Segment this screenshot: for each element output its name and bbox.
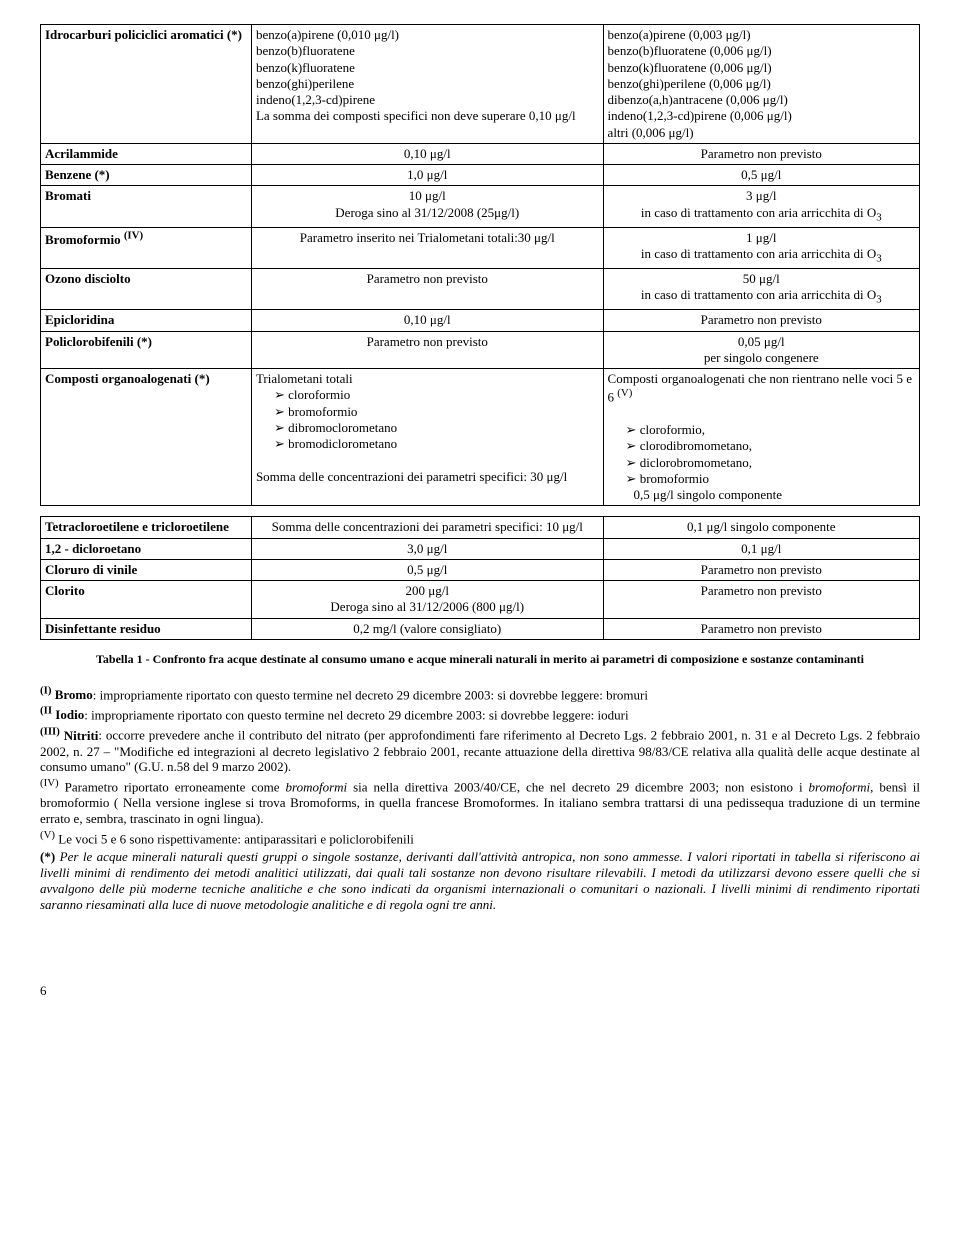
- table-caption: Tabella 1 - Confronto fra acque destinat…: [40, 652, 920, 667]
- table-cell: 1 μg/lin caso di trattamento con aria ar…: [603, 227, 919, 268]
- footnote-text: (I) Bromo: impropriamente riportato con …: [40, 685, 920, 703]
- table-cell: 0,2 mg/l (valore consigliato): [251, 618, 603, 639]
- table-cell: Parametro non previsto: [603, 581, 919, 619]
- table-cell: Idrocarburi policiclici aromatici (*): [41, 25, 252, 144]
- table-cell: benzo(a)pirene (0,010 μg/l)benzo(b)fluor…: [251, 25, 603, 144]
- table-cell: Acrilammide: [41, 143, 252, 164]
- table-cell: Trialometani totalicloroformiobromoformi…: [251, 369, 603, 506]
- table-cell: Composti organoalogenati che non rientra…: [603, 369, 919, 506]
- table-cell: Disinfettante residuo: [41, 618, 252, 639]
- table-cell: 3 μg/lin caso di trattamento con aria ar…: [603, 186, 919, 227]
- table-cell: Tetracloroetilene e tricloroetilene: [41, 517, 252, 538]
- table-cell: 50 μg/lin caso di trattamento con aria a…: [603, 269, 919, 310]
- table-cell: Benzene (*): [41, 165, 252, 186]
- table-cell: 0,1 μg/l: [603, 538, 919, 559]
- table-cell: Ozono disciolto: [41, 269, 252, 310]
- table-cell: 0,5 μg/l: [251, 559, 603, 580]
- table-cell: Parametro non previsto: [251, 269, 603, 310]
- table-cell: Bromoformio (IV): [41, 227, 252, 268]
- table-cell: Parametro non previsto: [603, 559, 919, 580]
- footnotes: (I) Bromo: impropriamente riportato con …: [40, 685, 920, 913]
- table-cell: Clorito: [41, 581, 252, 619]
- table-cell: benzo(a)pirene (0,003 μg/l)benzo(b)fluor…: [603, 25, 919, 144]
- footnote-text: (*) Per le acque minerali naturali quest…: [40, 849, 920, 912]
- table-cell: Parametro inserito nei Trialometani tota…: [251, 227, 603, 268]
- table-cell: 0,1 μg/l singolo componente: [603, 517, 919, 538]
- table-cell: Policlorobifenili (*): [41, 331, 252, 369]
- table-cell: Parametro non previsto: [603, 310, 919, 331]
- table-cell: 1,0 μg/l: [251, 165, 603, 186]
- table-cell: Cloruro di vinile: [41, 559, 252, 580]
- footnote-text: (II Iodio: impropriamente riportato con …: [40, 705, 920, 723]
- table-cell: Epicloridina: [41, 310, 252, 331]
- table-cell: Parametro non previsto: [251, 331, 603, 369]
- footnote-text: (V) Le voci 5 e 6 sono rispettivamente: …: [40, 829, 920, 847]
- footnote-text: (III) Nitriti: occorre prevedere anche i…: [40, 725, 920, 775]
- table-cell: 200 μg/lDeroga sino al 31/12/2006 (800 μ…: [251, 581, 603, 619]
- table-cell: 0,10 μg/l: [251, 143, 603, 164]
- footnote-text: (IV) Parametro riportato erroneamente co…: [40, 777, 920, 827]
- table-cell: 0,05 μg/lper singolo congenere: [603, 331, 919, 369]
- table-cell: 10 μg/lDeroga sino al 31/12/2008 (25μg/l…: [251, 186, 603, 227]
- page-number: 6: [40, 983, 920, 999]
- table-cell: Parametro non previsto: [603, 143, 919, 164]
- comparison-table-2: Tetracloroetilene e tricloroetileneSomma…: [40, 516, 920, 640]
- table-cell: Composti organoalogenati (*): [41, 369, 252, 506]
- table-cell: 0,10 μg/l: [251, 310, 603, 331]
- table-cell: 1,2 - dicloroetano: [41, 538, 252, 559]
- comparison-table-1: Idrocarburi policiclici aromatici (*)ben…: [40, 24, 920, 506]
- table-cell: Somma delle concentrazioni dei parametri…: [251, 517, 603, 538]
- table-cell: Parametro non previsto: [603, 618, 919, 639]
- table-cell: 3,0 μg/l: [251, 538, 603, 559]
- table-cell: Bromati: [41, 186, 252, 227]
- table-cell: 0,5 μg/l: [603, 165, 919, 186]
